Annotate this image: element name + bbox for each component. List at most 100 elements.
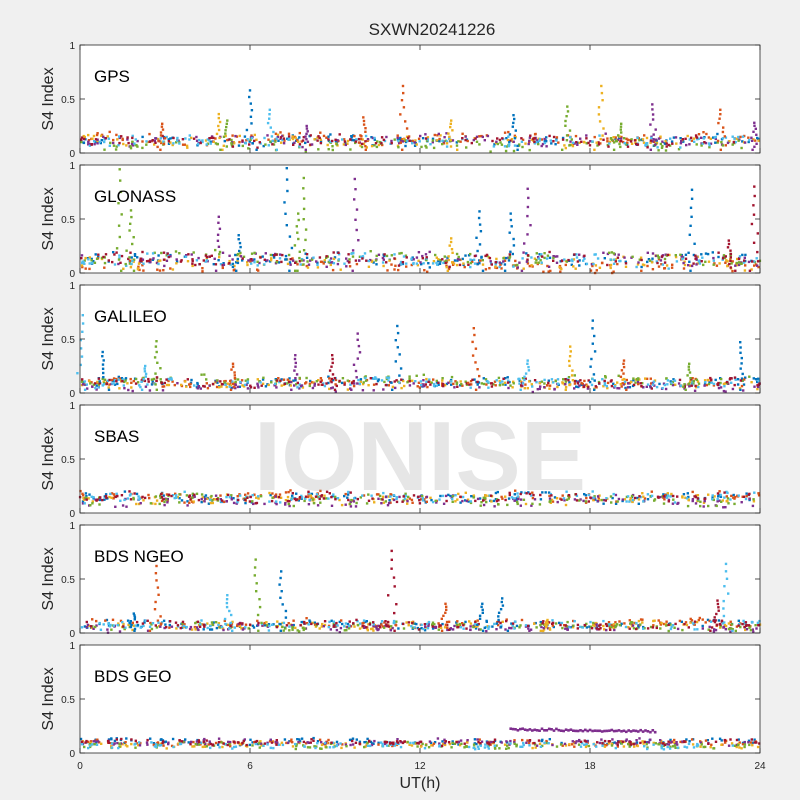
data-point [721, 499, 724, 502]
data-point [183, 490, 186, 493]
data-point [712, 384, 716, 387]
data-point [217, 623, 220, 627]
data-point [330, 261, 334, 264]
spike-event [301, 124, 314, 151]
data-point [527, 624, 530, 628]
data-point [295, 383, 298, 386]
data-point [225, 500, 228, 503]
data-point [384, 620, 387, 623]
data-point [132, 260, 135, 263]
data-point [714, 619, 717, 622]
data-point [117, 144, 120, 147]
spike-point [364, 127, 367, 130]
data-point [148, 132, 151, 136]
data-point [137, 262, 141, 265]
data-point [500, 741, 503, 744]
data-point [133, 254, 137, 257]
data-point [729, 377, 732, 380]
data-point [167, 142, 171, 145]
data-point [706, 252, 710, 256]
data-point [516, 266, 519, 269]
data-point [583, 493, 586, 496]
data-point [552, 255, 555, 258]
data-point [739, 379, 743, 382]
data-point [128, 490, 131, 493]
data-point [524, 624, 528, 627]
spike-event [278, 570, 288, 632]
data-point [555, 497, 559, 500]
spike-point [511, 125, 514, 128]
data-point [142, 269, 145, 272]
data-point [441, 622, 444, 626]
data-point [224, 379, 227, 383]
data-point [443, 741, 447, 745]
data-point [756, 264, 759, 267]
data-point [478, 738, 481, 741]
spike-point [481, 269, 485, 272]
data-point [538, 253, 541, 256]
data-point [508, 143, 511, 146]
data-point [528, 492, 532, 496]
spike-point [233, 371, 236, 374]
data-point [295, 139, 299, 142]
data-point [231, 620, 234, 624]
data-point [571, 141, 575, 144]
data-point [526, 739, 529, 742]
data-point [141, 250, 144, 254]
data-point [480, 382, 483, 385]
data-point [512, 265, 515, 268]
data-point [641, 138, 645, 141]
data-point [444, 494, 448, 498]
data-point [446, 623, 449, 627]
spike-point [725, 577, 729, 580]
data-point [207, 743, 210, 746]
data-point [663, 142, 666, 145]
spike-point [132, 236, 135, 239]
data-point [167, 379, 170, 383]
data-point [346, 388, 350, 391]
spike-point [144, 372, 148, 376]
data-point [578, 264, 581, 267]
spike-point [723, 585, 726, 588]
data-point [347, 253, 350, 256]
data-point [718, 383, 721, 386]
data-point [249, 386, 253, 389]
data-point [423, 629, 427, 632]
data-point [640, 269, 643, 272]
data-point [211, 498, 214, 502]
data-point [616, 262, 619, 266]
data-point [175, 496, 178, 499]
data-point [478, 628, 481, 631]
data-point [228, 262, 231, 265]
data-point [287, 132, 291, 135]
data-point [200, 619, 203, 622]
data-point [188, 138, 191, 141]
data-point [631, 498, 634, 502]
data-point [578, 253, 581, 256]
data-point [437, 622, 440, 625]
data-point [436, 260, 440, 263]
spike-point [302, 263, 305, 266]
data-point [647, 258, 651, 261]
spike-point [268, 108, 271, 111]
data-point [283, 382, 286, 385]
data-point [103, 381, 106, 385]
spike-point [243, 135, 247, 138]
data-point [707, 504, 710, 508]
data-point [177, 139, 180, 142]
data-point [670, 381, 673, 385]
data-point [328, 492, 331, 495]
data-point [649, 141, 652, 144]
data-point [387, 376, 391, 379]
data-point [435, 381, 439, 384]
data-point [354, 141, 357, 145]
data-point [354, 505, 358, 508]
spike-point [280, 590, 283, 593]
data-point [92, 496, 95, 499]
spike-point [512, 114, 515, 117]
data-point [712, 256, 715, 260]
data-point [160, 621, 164, 624]
data-point [253, 386, 256, 389]
data-point [326, 742, 329, 745]
spike-point [231, 629, 234, 632]
